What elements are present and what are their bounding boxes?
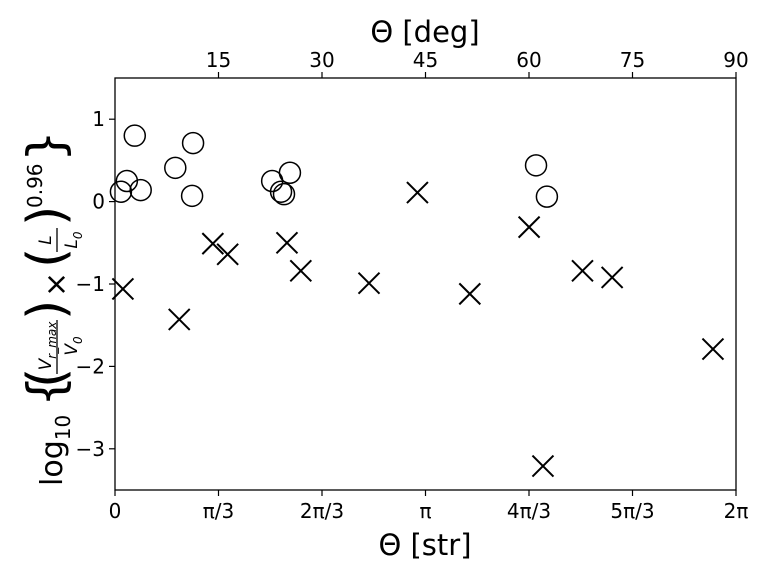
circle-marker <box>278 161 302 185</box>
y-tick-label: 1 <box>92 107 105 131</box>
circle-marker <box>181 131 205 155</box>
svg-text:log10: log10 <box>35 415 75 486</box>
x-marker <box>701 337 725 361</box>
svg-text:(: ( <box>17 248 77 268</box>
x-tick-label: 2π/3 <box>300 499 344 523</box>
y-tick-label: 0 <box>92 190 105 214</box>
svg-text:): ) <box>17 206 77 226</box>
x-tick-label: 4π/3 <box>507 499 551 523</box>
top-tick-label: 90 <box>723 48 748 72</box>
top-tick-label: 15 <box>206 48 231 72</box>
x-tick-label: π <box>419 499 431 523</box>
circle-marker <box>535 185 559 208</box>
y-axis-title: log10 { ( Vr_max V0 ) × ( L L0 ) 0.96 } <box>17 130 85 486</box>
circle-marker <box>109 180 133 203</box>
top-tick-label: 60 <box>516 48 541 72</box>
circle-marker <box>115 169 139 193</box>
plot-frame <box>114 77 737 491</box>
x-marker <box>600 266 624 289</box>
x-marker <box>571 259 594 283</box>
svg-text:Vr_max: Vr_max <box>36 321 59 371</box>
svg-text:): ) <box>17 300 77 320</box>
x-axis-title: Θ [str] <box>378 528 471 562</box>
top-axis-ticks: 15 30 45 60 75 90 <box>206 48 749 78</box>
data-points <box>109 124 725 478</box>
x-marker <box>406 181 429 204</box>
svg-text:0.96: 0.96 <box>23 163 47 208</box>
x-marker <box>168 308 191 331</box>
top-tick-label: 30 <box>309 48 334 72</box>
top-axis-title: Θ [deg] <box>370 15 479 49</box>
circle-marker <box>129 178 152 202</box>
x-tick-label: 5π/3 <box>610 499 654 523</box>
y-tick-label: −1 <box>76 272 105 296</box>
x-tick-label: 2π <box>724 499 749 523</box>
svg-text:(: ( <box>17 368 77 388</box>
x-tick-label: π/3 <box>203 499 235 523</box>
x-marker <box>275 231 299 255</box>
y-tick-label: −3 <box>76 437 105 461</box>
svg-text:L0: L0 <box>62 231 85 248</box>
x-axis-ticks: 0 π/3 2π/3 π 4π/3 5π/3 2π <box>109 490 749 523</box>
top-tick-label: 75 <box>620 48 645 72</box>
circle-marker <box>272 182 296 206</box>
circle-marker <box>180 184 204 208</box>
y-axis-ticks: 1 0 −1 −2 −3 <box>76 107 115 461</box>
svg-text:L: L <box>36 235 56 244</box>
svg-text:×: × <box>39 272 74 297</box>
circle-marker <box>164 156 187 180</box>
x-marker <box>357 271 381 295</box>
svg-text:}: } <box>17 130 75 162</box>
circle-marker <box>269 180 293 203</box>
y-tick-label: −2 <box>76 354 105 378</box>
x-tick-label: 0 <box>109 499 122 523</box>
circle-marker <box>524 154 548 177</box>
top-tick-label: 45 <box>413 48 438 72</box>
x-marker <box>216 243 239 266</box>
x-marker <box>201 232 225 255</box>
x-marker <box>517 215 541 239</box>
svg-text:V0: V0 <box>62 336 85 356</box>
x-marker <box>289 259 313 283</box>
svg-text:{: { <box>17 375 75 407</box>
x-marker <box>111 277 135 301</box>
x-marker <box>531 454 555 478</box>
x-marker <box>458 282 482 306</box>
circle-marker <box>123 124 147 147</box>
